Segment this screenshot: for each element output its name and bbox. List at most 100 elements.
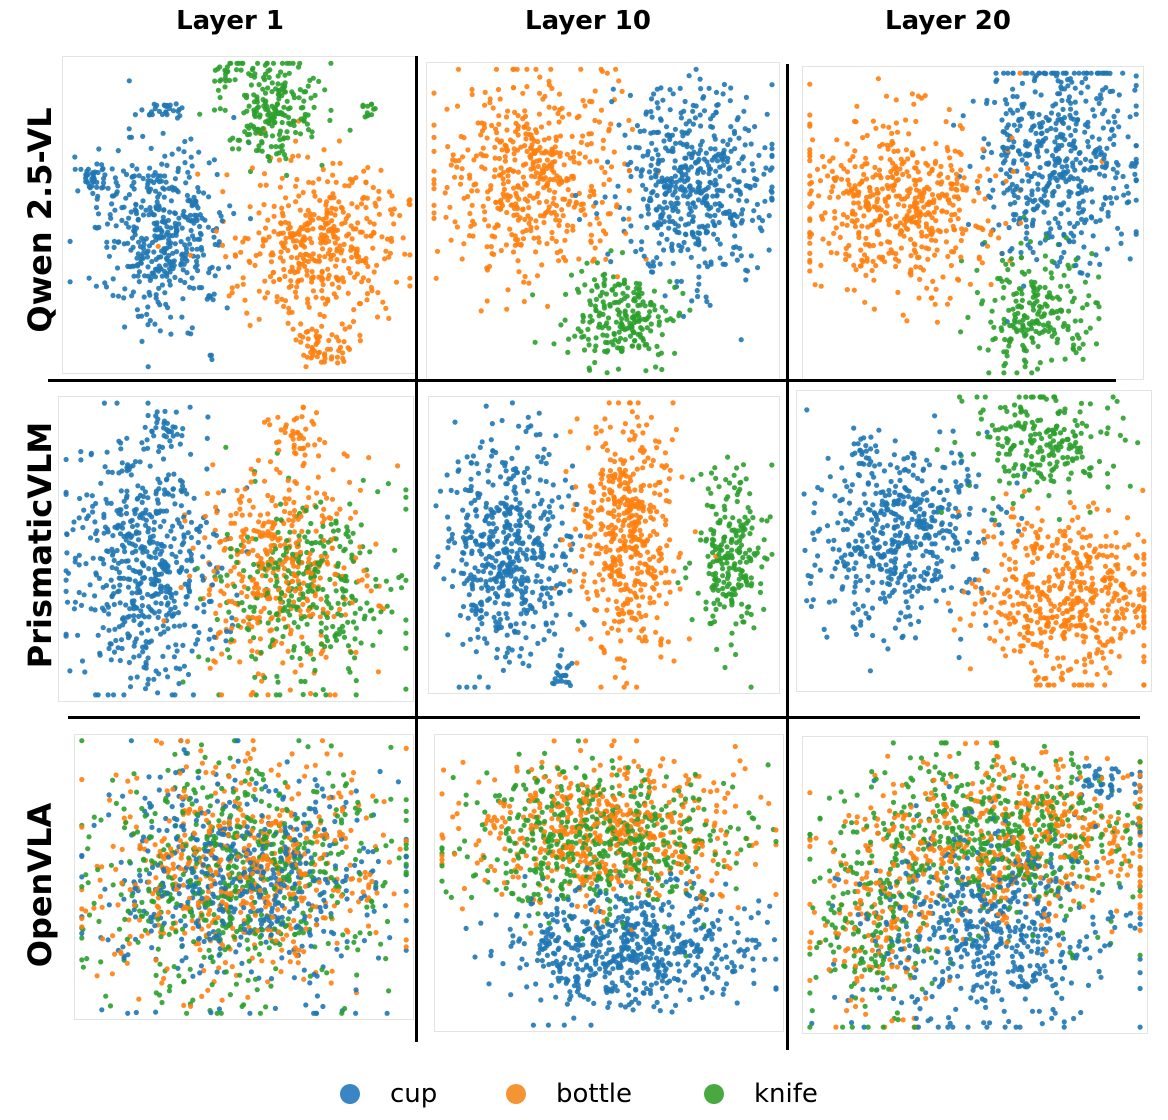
- point-cup: [645, 203, 650, 208]
- point-cup: [162, 173, 167, 178]
- point-cup: [167, 586, 172, 591]
- point-knife: [1014, 291, 1019, 296]
- point-cup: [168, 315, 173, 320]
- point-cup: [126, 585, 131, 590]
- point-cup: [184, 594, 189, 599]
- point-knife: [582, 282, 587, 287]
- point-cup: [145, 437, 150, 442]
- point-bottle: [220, 189, 225, 194]
- point-bottle: [375, 290, 380, 295]
- point-bottle: [891, 183, 896, 188]
- point-bottle: [267, 234, 272, 239]
- point-bottle: [917, 194, 922, 199]
- point-knife: [1022, 348, 1027, 353]
- point-knife: [1006, 308, 1011, 313]
- point-knife: [230, 146, 235, 151]
- point-bottle: [878, 241, 883, 246]
- point-knife: [575, 287, 580, 292]
- point-bottle: [282, 496, 287, 501]
- point-bottle: [238, 250, 243, 255]
- point-cup: [134, 531, 139, 536]
- point-cup: [737, 246, 742, 251]
- point-knife: [995, 276, 1000, 281]
- point-cup: [725, 159, 730, 164]
- point-bottle: [296, 153, 301, 158]
- point-knife: [986, 370, 991, 375]
- point-bottle: [283, 236, 288, 241]
- point-bottle: [587, 99, 592, 104]
- point-bottle: [873, 126, 878, 131]
- point-cup: [73, 556, 78, 561]
- point-bottle: [609, 164, 614, 169]
- point-bottle: [561, 255, 566, 260]
- point-bottle: [875, 231, 880, 236]
- point-bottle: [321, 236, 326, 241]
- point-bottle: [903, 117, 908, 122]
- point-bottle: [241, 544, 246, 549]
- point-cup: [160, 445, 165, 450]
- point-knife: [991, 325, 996, 330]
- point-bottle: [901, 160, 906, 165]
- point-bottle: [276, 448, 281, 453]
- point-cup: [951, 123, 956, 128]
- point-bottle: [935, 247, 940, 252]
- point-cup: [1083, 157, 1088, 162]
- point-bottle: [358, 488, 363, 493]
- point-bottle: [623, 231, 628, 236]
- point-bottle: [1011, 169, 1016, 174]
- point-bottle: [927, 187, 932, 192]
- point-bottle: [376, 189, 381, 194]
- point-bottle: [262, 295, 267, 300]
- point-bottle: [522, 108, 527, 113]
- point-knife: [1013, 299, 1018, 304]
- point-cup: [1052, 163, 1057, 168]
- point-bottle: [912, 165, 917, 170]
- point-knife: [595, 260, 600, 265]
- point-cup: [1059, 202, 1064, 207]
- point-bottle: [607, 177, 612, 182]
- point-cup: [190, 275, 195, 280]
- point-bottle: [555, 179, 560, 184]
- point-knife: [373, 577, 378, 582]
- point-knife: [1029, 370, 1034, 375]
- point-cup: [651, 91, 656, 96]
- point-bottle: [565, 223, 570, 228]
- point-cup: [1075, 117, 1080, 122]
- point-bottle: [537, 145, 542, 150]
- point-bottle: [232, 565, 237, 570]
- point-cup: [1016, 118, 1021, 123]
- point-cup: [690, 230, 695, 235]
- point-bottle: [826, 241, 831, 246]
- point-bottle: [250, 590, 255, 595]
- point-bottle: [976, 190, 981, 195]
- point-bottle: [546, 136, 551, 141]
- point-cup: [1025, 172, 1030, 177]
- point-cup: [1103, 195, 1108, 200]
- point-cup: [1094, 154, 1099, 159]
- point-cup: [1089, 187, 1094, 192]
- point-bottle: [278, 536, 283, 541]
- point-cup: [1058, 175, 1063, 180]
- point-bottle: [952, 212, 957, 217]
- point-bottle: [276, 439, 281, 444]
- point-bottle: [954, 181, 959, 186]
- point-cup: [654, 207, 659, 212]
- point-cup: [194, 259, 199, 264]
- point-cup: [769, 146, 774, 151]
- point-bottle: [597, 221, 602, 226]
- point-cup: [743, 126, 748, 131]
- point-knife: [369, 102, 374, 107]
- point-cup: [1081, 168, 1086, 173]
- point-cup: [716, 102, 721, 107]
- point-bottle: [341, 258, 346, 263]
- point-bottle: [915, 160, 920, 165]
- point-cup: [102, 172, 107, 177]
- point-knife: [277, 132, 282, 137]
- point-bottle: [345, 454, 350, 459]
- point-knife: [278, 502, 283, 507]
- point-knife: [267, 158, 272, 163]
- point-bottle: [499, 248, 504, 253]
- point-bottle: [500, 147, 505, 152]
- point-bottle: [845, 169, 850, 174]
- point-bottle: [932, 253, 937, 258]
